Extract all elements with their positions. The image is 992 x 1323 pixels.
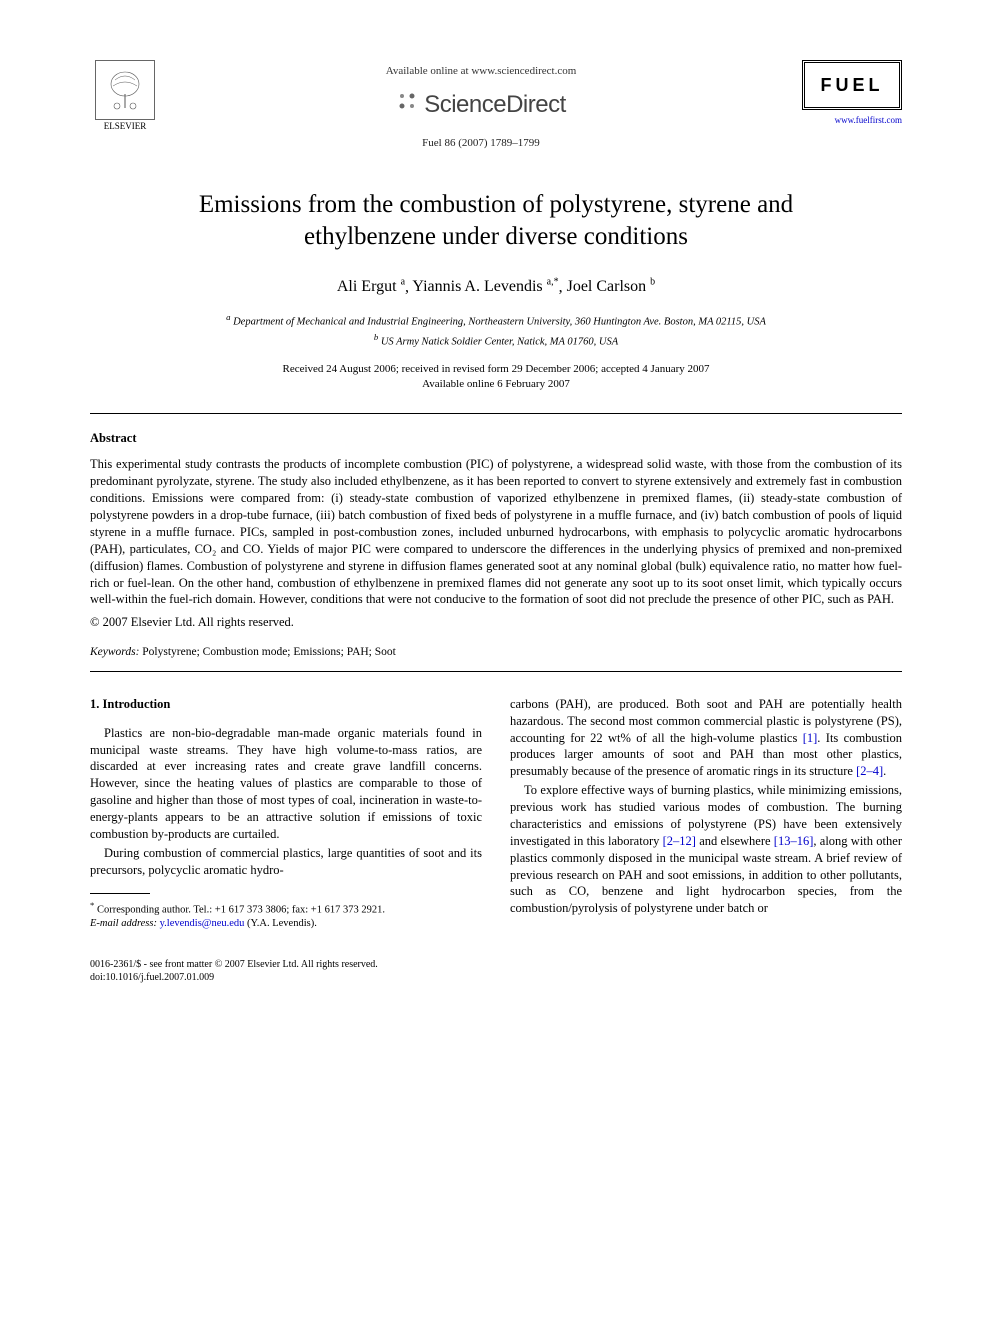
footnote-email-label: E-mail address: — [90, 918, 157, 929]
article-dates: Received 24 August 2006; received in rev… — [90, 362, 902, 393]
journal-reference: Fuel 86 (2007) 1789–1799 — [160, 136, 802, 151]
footnote-tel-fax: * Corresponding author. Tel.: +1 617 373… — [90, 900, 482, 917]
fuel-logo: FUEL — [802, 60, 902, 110]
author-1: Ali Ergut a — [337, 278, 405, 295]
intro-para-2: During combustion of commercial plastics… — [90, 845, 482, 879]
abstract-copyright: © 2007 Elsevier Ltd. All rights reserved… — [90, 614, 902, 631]
sciencedirect-dots-icon — [396, 89, 418, 121]
header-center: Available online at www.sciencedirect.co… — [160, 60, 802, 151]
intro-para-1: Plastics are non-bio-degradable man-made… — [90, 725, 482, 843]
authors-list: Ali Ergut a, Yiannis A. Levendis a,*, Jo… — [90, 276, 902, 298]
header-bar: ELSEVIER Available online at www.science… — [90, 60, 902, 151]
footnote-email-link[interactable]: y.levendis@neu.edu — [160, 918, 245, 929]
affiliation-a: a Department of Mechanical and Industria… — [90, 311, 902, 330]
elsevier-tree-icon — [95, 60, 155, 120]
ref-link-13-16[interactable]: [13–16] — [774, 834, 814, 848]
intro-para-2-cont: carbons (PAH), are produced. Both soot a… — [510, 696, 902, 780]
footer-doi: doi:10.1016/j.fuel.2007.01.009 — [90, 971, 902, 984]
footnote-divider — [90, 893, 150, 894]
rule-below-keywords — [90, 671, 902, 672]
journal-logo-block: FUEL www.fuelfirst.com — [802, 60, 902, 126]
footer: 0016-2361/$ - see front matter © 2007 El… — [90, 958, 902, 984]
column-right: carbons (PAH), are produced. Both soot a… — [510, 696, 902, 931]
footnote-email-who: (Y.A. Levendis). — [247, 918, 317, 929]
fuel-logo-label: FUEL — [821, 73, 884, 97]
elsevier-label: ELSEVIER — [104, 120, 147, 132]
abstract-text: This experimental study contrasts the pr… — [90, 456, 902, 608]
sciencedirect-logo: ScienceDirect — [160, 89, 802, 122]
author-3: Joel Carlson b — [567, 278, 656, 295]
elsevier-logo: ELSEVIER — [90, 60, 160, 140]
keywords-text: Polystyrene; Combustion mode; Emissions;… — [142, 646, 396, 658]
footer-front-matter: 0016-2361/$ - see front matter © 2007 El… — [90, 958, 902, 971]
rule-above-abstract — [90, 413, 902, 414]
corresponding-author-footnote: * Corresponding author. Tel.: +1 617 373… — [90, 900, 482, 931]
journal-url[interactable]: www.fuelfirst.com — [802, 114, 902, 126]
available-online-text: Available online at www.sciencedirect.co… — [160, 64, 802, 79]
abstract-heading: Abstract — [90, 430, 902, 447]
affiliations: a Department of Mechanical and Industria… — [90, 311, 902, 349]
ref-link-2-12[interactable]: [2–12] — [663, 834, 696, 848]
author-2: Yiannis A. Levendis a,* — [412, 278, 558, 295]
body-columns: 1. Introduction Plastics are non-bio-deg… — [90, 696, 902, 931]
keywords-label: Keywords: — [90, 646, 139, 658]
intro-para-3: To explore effective ways of burning pla… — [510, 782, 902, 917]
column-left: 1. Introduction Plastics are non-bio-deg… — [90, 696, 482, 931]
sciencedirect-label: ScienceDirect — [424, 91, 566, 118]
dates-received: Received 24 August 2006; received in rev… — [90, 362, 902, 377]
affiliation-b: b US Army Natick Soldier Center, Natick,… — [90, 331, 902, 350]
ref-link-1[interactable]: [1] — [803, 731, 818, 745]
section-heading-introduction: 1. Introduction — [90, 696, 482, 713]
footnote-email-line: E-mail address: y.levendis@neu.edu (Y.A.… — [90, 917, 482, 931]
article-title: Emissions from the combustion of polysty… — [150, 189, 842, 254]
keywords: Keywords: Polystyrene; Combustion mode; … — [90, 645, 902, 661]
dates-online: Available online 6 February 2007 — [90, 377, 902, 392]
ref-link-2-4[interactable]: [2–4] — [856, 764, 883, 778]
